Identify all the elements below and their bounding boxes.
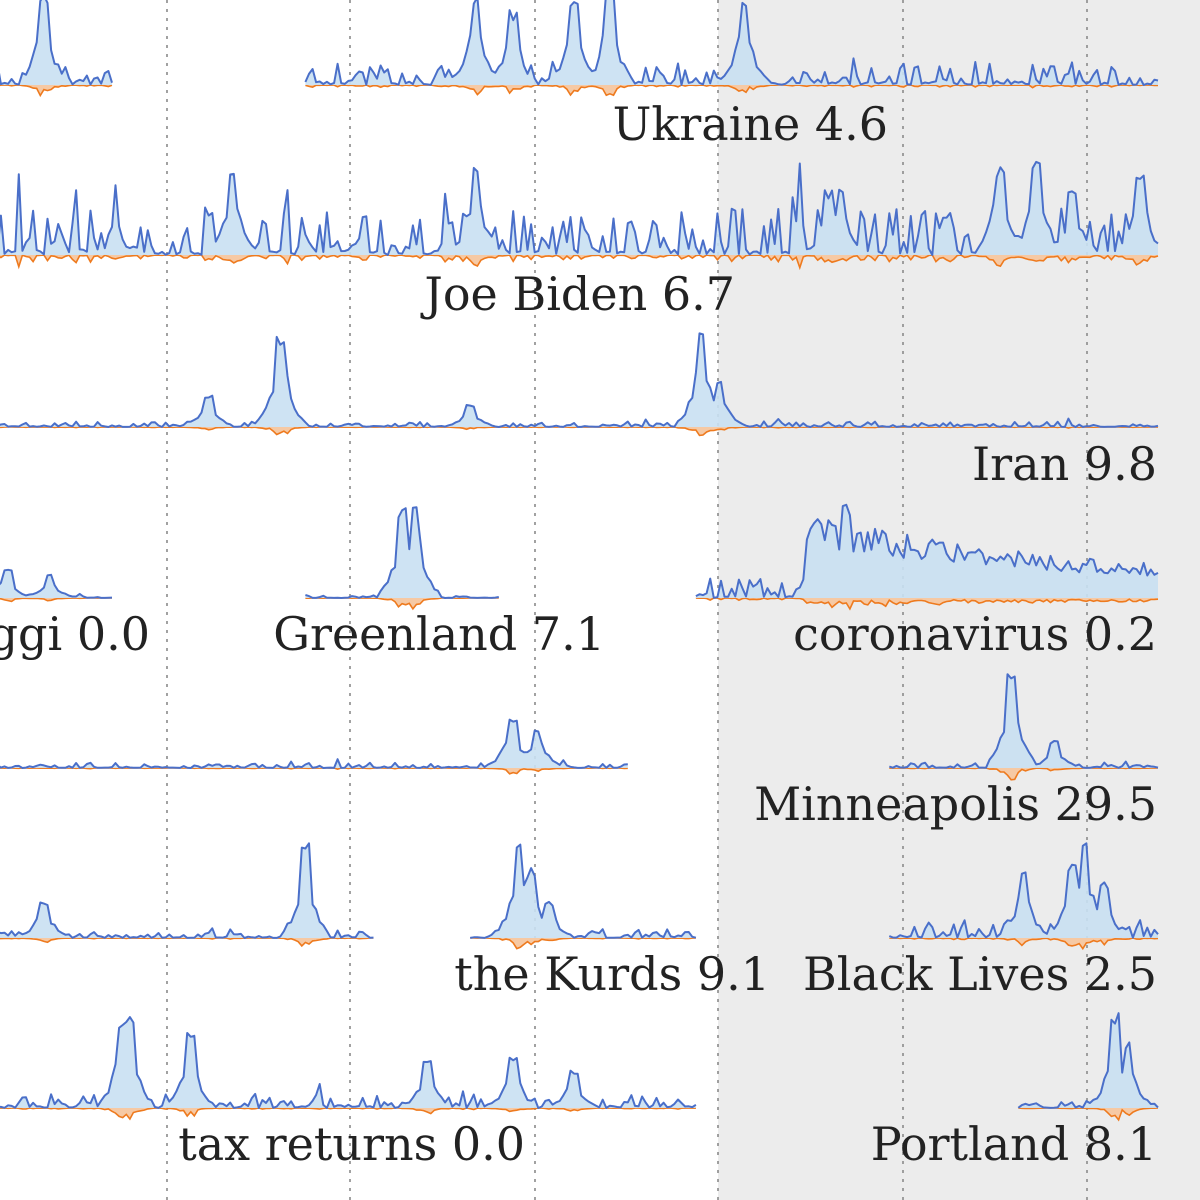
series-greenland: Greenland 7.1 (273, 506, 605, 661)
series-label: coronavirus 0.2 (793, 607, 1157, 661)
positive-area (0, 843, 374, 938)
series-tax-returns: tax returns 0.0 (0, 1016, 697, 1171)
positive-area (470, 844, 696, 938)
series-label: Joe Biden 6.7 (420, 267, 735, 321)
positive-line (0, 332, 1159, 428)
series-label: Minneapolis 29.5 (754, 777, 1157, 831)
negative-area (0, 427, 1158, 436)
negative-line (0, 937, 374, 948)
positive-line (0, 568, 113, 599)
series-label: the Kurds 9.1 (454, 947, 770, 1001)
negative-line (0, 84, 113, 98)
series-label: tax returns 0.0 (178, 1117, 525, 1171)
series-coronavirus: coronavirus 0.2 (695, 503, 1159, 661)
series-piaggi: ggi 0.0 (0, 568, 150, 661)
series-portland: Portland 8.1 (871, 1012, 1159, 1171)
series-ukraine: Ukraine 4.6 (0, 0, 1159, 151)
positive-area (0, 333, 1158, 427)
series-minneapolis: Minneapolis 29.5 (0, 673, 1159, 831)
positive-line (0, 842, 374, 939)
positive-line (304, 0, 1159, 86)
negative-line (1018, 1107, 1159, 1122)
series-label: Black Lives 2.5 (803, 947, 1157, 1001)
negative-line (470, 937, 696, 950)
negative-line (889, 937, 1159, 951)
vertical-gridlines (166, 0, 1088, 1200)
negative-area (470, 938, 696, 949)
positive-area (305, 507, 499, 598)
positive-line (888, 842, 1159, 939)
series-panels: Ukraine 4.6 Joe Biden 6.7 Iran 9.8 ggi 0.0 G… (0, 0, 1159, 1171)
positive-area (889, 674, 1158, 768)
positive-line (0, 718, 628, 769)
positive-line (889, 673, 1159, 769)
positive-line (695, 503, 1159, 599)
positive-area (0, 0, 112, 85)
series-joe-biden: Joe Biden 6.7 (0, 160, 1159, 321)
negative-line (0, 1107, 696, 1121)
negative-line (0, 254, 1159, 271)
series-iran: Iran 9.8 (0, 332, 1159, 491)
positive-area (0, 569, 112, 598)
positive-line (470, 843, 697, 939)
series-label: Portland 8.1 (871, 1117, 1157, 1171)
positive-line (305, 506, 499, 599)
negative-line (889, 767, 1159, 781)
series-label: Ukraine 4.6 (613, 97, 888, 151)
negative-line (0, 597, 112, 603)
positive-line (0, 160, 1159, 256)
positive-line (0, 0, 113, 86)
positive-line (1017, 1012, 1159, 1109)
negative-line (305, 84, 1158, 97)
series-the-kurds: the Kurds 9.1 (0, 842, 770, 1001)
positive-area (0, 1017, 696, 1108)
positive-line (0, 1016, 697, 1109)
negative-area (305, 85, 1158, 96)
series-label: Greenland 7.1 (273, 607, 605, 661)
series-black-lives: Black Lives 2.5 (803, 842, 1159, 1001)
series-label: Iran 9.8 (972, 437, 1157, 491)
negative-line (695, 597, 1159, 611)
positive-area (889, 843, 1158, 938)
series-label: ggi 0.0 (0, 607, 150, 661)
positive-area (305, 0, 1158, 85)
positive-area (1018, 1013, 1158, 1108)
positive-area (0, 719, 628, 768)
